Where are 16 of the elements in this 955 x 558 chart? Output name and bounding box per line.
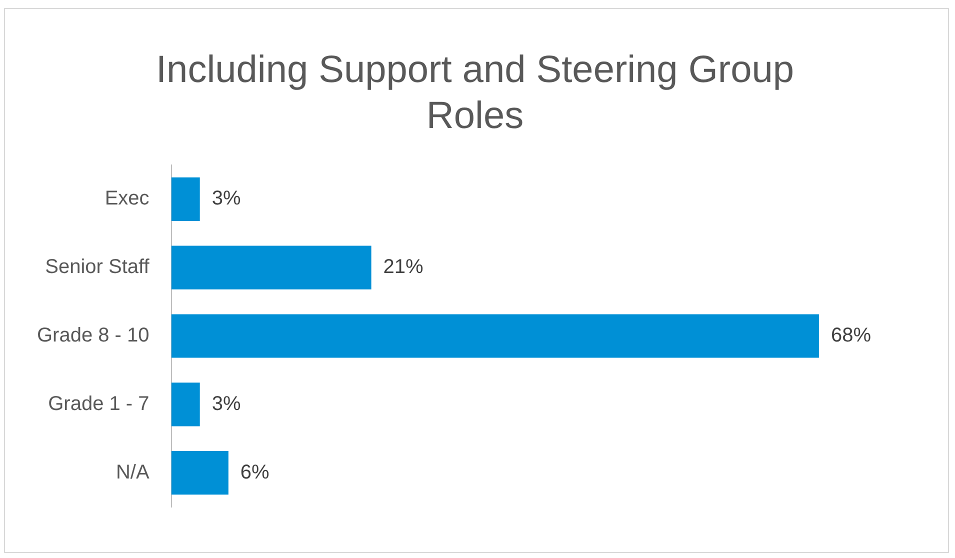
- data-label: 6%: [240, 461, 270, 484]
- data-label: 68%: [830, 324, 872, 347]
- y-tick-label: Grade 8 - 10: [36, 324, 150, 347]
- bar: [171, 177, 200, 222]
- data-label: 21%: [383, 256, 424, 278]
- data-label: 3%: [212, 392, 241, 415]
- bar: [171, 314, 819, 358]
- bar: [171, 246, 372, 290]
- bar: [171, 382, 200, 426]
- y-tick-label: Grade 1 - 7: [48, 392, 150, 415]
- data-label: 3%: [212, 188, 241, 210]
- y-tick-label: Exec: [104, 188, 150, 210]
- y-tick-label: N/A: [116, 461, 150, 484]
- chart-title: Including Support and Steering Group Roles: [155, 48, 795, 139]
- bar: [171, 451, 228, 495]
- y-tick-label: Senior Staff: [45, 256, 150, 278]
